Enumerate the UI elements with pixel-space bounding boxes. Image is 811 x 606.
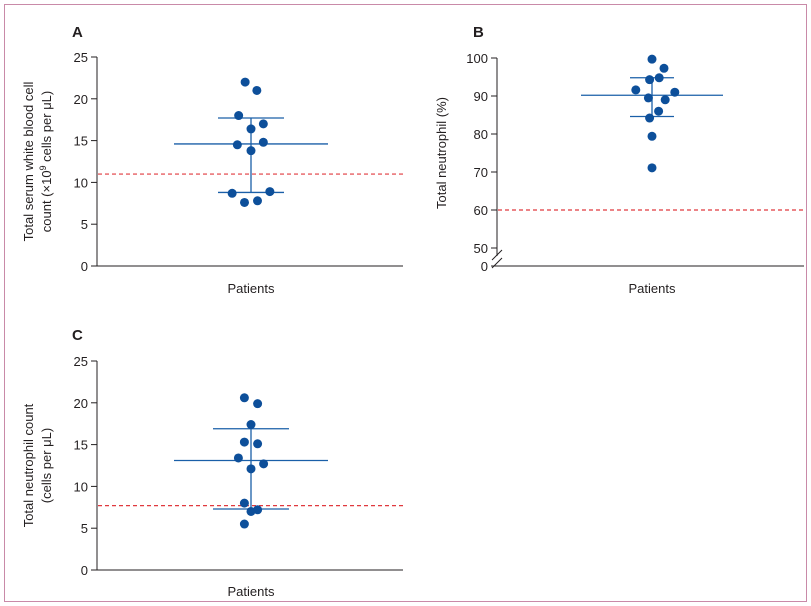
data-point-c	[253, 399, 263, 409]
panel-label-a: A	[72, 24, 83, 41]
y-tick-label-b: 80	[474, 127, 488, 142]
y-tick-label-b: 0	[481, 259, 488, 274]
y-tick-label-a: 0	[81, 259, 88, 274]
data-point-c	[239, 393, 249, 403]
y-tick-label-a: 5	[81, 217, 88, 232]
data-point-a	[234, 111, 244, 121]
y-tick-label-c: 5	[81, 521, 88, 536]
panel-a: A 0 5 10 15 20 25 Patients Total serum white blo…	[21, 24, 403, 296]
y-axis-label-line2-a: count (×109 cells per μL)	[38, 91, 54, 233]
y-tick-label-a: 25	[74, 50, 88, 65]
data-point-c	[239, 498, 249, 508]
y-tick-label-c: 25	[74, 354, 88, 369]
data-point-a	[246, 146, 256, 156]
data-point-c	[233, 453, 243, 463]
data-point-a	[240, 77, 250, 87]
panel-c: C 0 5 10 15 20 25 Patients Total neutrophil coun…	[21, 327, 403, 599]
panel-label-b: B	[473, 24, 484, 41]
data-point-c	[259, 459, 269, 469]
data-point-c	[246, 420, 256, 430]
figure-frame	[4, 4, 807, 602]
y-tick-label-a: 10	[74, 175, 88, 190]
data-point-a	[258, 137, 268, 147]
y-tick-label-c: 20	[74, 396, 88, 411]
x-axis-label-c: Patients	[228, 584, 275, 599]
data-point-b	[659, 63, 669, 73]
data-point-b	[670, 87, 680, 97]
data-point-b	[643, 93, 653, 103]
y-tick-label-b: 60	[474, 203, 488, 218]
data-point-b	[647, 131, 657, 141]
panel-label-c: C	[72, 327, 83, 344]
data-point-b	[660, 95, 670, 105]
y-tick-label-b: 50	[474, 241, 488, 256]
data-point-b	[654, 73, 664, 83]
data-point-c	[239, 437, 249, 447]
y-axis-label-a: Total serum white blood cell	[21, 82, 36, 242]
data-point-a	[232, 140, 242, 150]
data-point-c	[253, 439, 263, 449]
axis-break-mark-b	[491, 249, 503, 261]
y-axis-label-b: Total neutrophil (%)	[434, 97, 449, 209]
y-tick-label-a: 20	[74, 92, 88, 107]
y-tick-label-c: 10	[74, 479, 88, 494]
y-axis-label-c: Total neutrophil count	[21, 403, 36, 527]
y-tick-label-b: 70	[474, 165, 488, 180]
y-tick-label-c: 15	[74, 438, 88, 453]
data-point-c	[246, 464, 256, 474]
data-point-a	[252, 85, 262, 95]
data-point-b	[647, 163, 657, 173]
y-tick-label-b: 100	[466, 51, 488, 66]
y-tick-label-a: 15	[74, 134, 88, 149]
x-axis-label-a: Patients	[228, 281, 275, 296]
data-point-b	[647, 54, 657, 64]
data-point-a	[227, 188, 237, 198]
data-point-b	[645, 75, 655, 85]
y-axis-label-line2-c: (cells per μL)	[39, 428, 54, 503]
data-point-a	[265, 187, 275, 197]
data-point-a	[246, 124, 256, 134]
data-point-a	[258, 119, 268, 129]
data-point-c	[239, 519, 249, 529]
data-point-b	[654, 106, 664, 116]
data-point-b	[645, 113, 655, 123]
data-point-b	[631, 85, 641, 95]
data-point-a	[240, 197, 249, 207]
panel-b: B 0 50 60 70 80 90 100 Patients Total neutrophil …	[434, 24, 804, 296]
data-point-a	[253, 196, 262, 206]
y-tick-label-c: 0	[81, 563, 88, 578]
y-tick-label-b: 90	[474, 89, 488, 104]
data-point-c	[246, 506, 256, 516]
x-axis-label-b: Patients	[629, 281, 676, 296]
